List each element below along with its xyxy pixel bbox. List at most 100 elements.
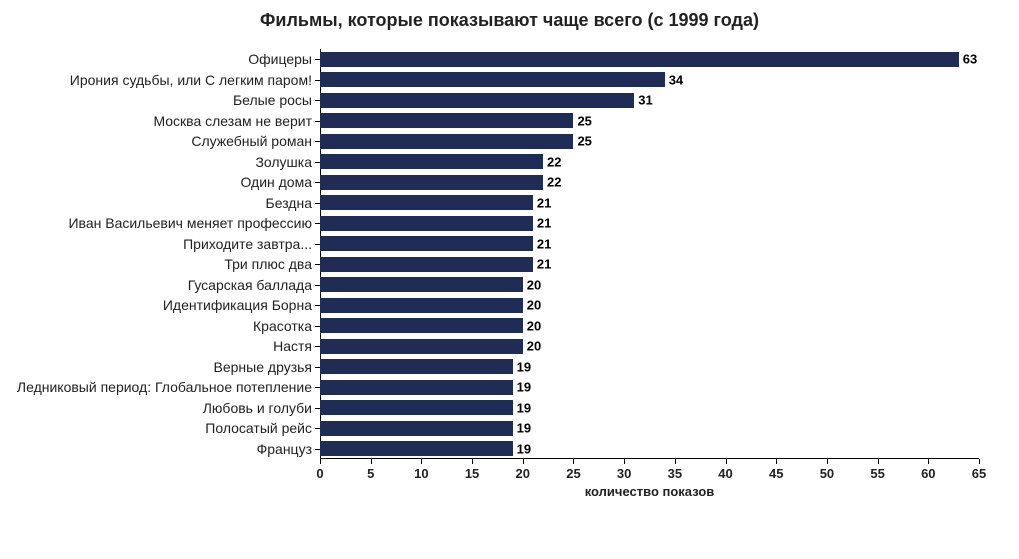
y-tick bbox=[315, 162, 320, 163]
plot-inner: Офицеры63Ирония судьбы, или С легким пар… bbox=[320, 49, 979, 459]
x-tick-label: 65 bbox=[972, 466, 986, 481]
x-tick bbox=[827, 459, 828, 464]
y-tick bbox=[315, 387, 320, 388]
bar-value-label: 21 bbox=[537, 236, 551, 251]
y-category-label: Белые росы bbox=[233, 92, 320, 108]
y-tick bbox=[315, 182, 320, 183]
bar-value-label: 19 bbox=[517, 380, 531, 395]
bar-value-label: 20 bbox=[527, 277, 541, 292]
bar bbox=[320, 277, 523, 292]
bar-value-label: 19 bbox=[517, 400, 531, 415]
x-tick bbox=[472, 459, 473, 464]
bar bbox=[320, 134, 573, 149]
x-tick bbox=[979, 459, 980, 464]
y-tick bbox=[315, 223, 320, 224]
bar bbox=[320, 441, 513, 456]
bar bbox=[320, 72, 665, 87]
bar-value-label: 22 bbox=[547, 175, 561, 190]
plot-area: Офицеры63Ирония судьбы, или С легким пар… bbox=[320, 49, 979, 489]
y-category-label: Гусарская баллада bbox=[188, 277, 320, 293]
bar bbox=[320, 113, 573, 128]
bar bbox=[320, 154, 543, 169]
y-tick bbox=[315, 326, 320, 327]
y-tick bbox=[315, 100, 320, 101]
x-tick bbox=[878, 459, 879, 464]
bar-value-label: 25 bbox=[577, 134, 591, 149]
bar-value-label: 22 bbox=[547, 154, 561, 169]
y-category-label: Приходите завтра... bbox=[183, 236, 320, 252]
bar bbox=[320, 339, 523, 354]
y-tick bbox=[315, 141, 320, 142]
x-tick-label: 45 bbox=[769, 466, 783, 481]
y-category-label: Полосатый рейс bbox=[205, 420, 320, 436]
y-axis-line bbox=[320, 49, 321, 459]
y-category-label: Красотка bbox=[253, 318, 320, 334]
x-tick-label: 15 bbox=[465, 466, 479, 481]
y-tick bbox=[315, 264, 320, 265]
bar bbox=[320, 359, 513, 374]
y-category-label: Ледниковый период: Глобальное потепление bbox=[17, 379, 320, 395]
bar-value-label: 20 bbox=[527, 298, 541, 313]
x-tick-label: 25 bbox=[566, 466, 580, 481]
y-tick bbox=[315, 346, 320, 347]
bar bbox=[320, 257, 533, 272]
x-tick bbox=[421, 459, 422, 464]
x-tick bbox=[928, 459, 929, 464]
x-tick-label: 35 bbox=[668, 466, 682, 481]
bar-value-label: 25 bbox=[577, 113, 591, 128]
bar-value-label: 21 bbox=[537, 195, 551, 210]
bar bbox=[320, 216, 533, 231]
y-category-label: Идентификация Борна bbox=[163, 297, 320, 313]
y-tick bbox=[315, 428, 320, 429]
y-category-label: Служебный роман bbox=[191, 133, 320, 149]
bar bbox=[320, 195, 533, 210]
y-category-label: Иван Васильевич меняет профессию bbox=[68, 215, 320, 231]
y-category-label: Один дома bbox=[240, 174, 320, 190]
bar bbox=[320, 93, 634, 108]
y-category-label: Офицеры bbox=[248, 51, 320, 67]
x-tick-label: 60 bbox=[921, 466, 935, 481]
x-axis-line bbox=[320, 458, 979, 459]
bar bbox=[320, 236, 533, 251]
x-tick bbox=[624, 459, 625, 464]
bar bbox=[320, 318, 523, 333]
y-tick bbox=[315, 305, 320, 306]
chart-container: Фильмы, которые показывают чаще всего (с… bbox=[0, 0, 1019, 559]
y-category-label: Ирония судьбы, или С легким паром! bbox=[70, 72, 320, 88]
x-tick bbox=[320, 459, 321, 464]
x-tick-label: 0 bbox=[316, 466, 323, 481]
bar-value-label: 21 bbox=[537, 257, 551, 272]
bar bbox=[320, 421, 513, 436]
chart-title: Фильмы, которые показывают чаще всего (с… bbox=[0, 10, 1019, 31]
bar bbox=[320, 175, 543, 190]
x-tick-label: 55 bbox=[870, 466, 884, 481]
x-tick bbox=[371, 459, 372, 464]
y-tick bbox=[315, 80, 320, 81]
x-tick bbox=[523, 459, 524, 464]
y-category-label: Верные друзья bbox=[214, 359, 320, 375]
y-tick bbox=[315, 59, 320, 60]
y-tick bbox=[315, 408, 320, 409]
bar-value-label: 19 bbox=[517, 359, 531, 374]
y-tick bbox=[315, 121, 320, 122]
bar-value-label: 20 bbox=[527, 318, 541, 333]
x-tick bbox=[776, 459, 777, 464]
bar bbox=[320, 400, 513, 415]
y-category-label: Француз bbox=[257, 441, 320, 457]
y-tick bbox=[315, 449, 320, 450]
y-category-label: Любовь и голуби bbox=[203, 400, 320, 416]
bar-value-label: 20 bbox=[527, 339, 541, 354]
x-tick-label: 5 bbox=[367, 466, 374, 481]
y-tick bbox=[315, 203, 320, 204]
x-tick bbox=[726, 459, 727, 464]
x-tick-label: 30 bbox=[617, 466, 631, 481]
y-category-label: Москва слезам не верит bbox=[153, 113, 320, 129]
bar bbox=[320, 380, 513, 395]
x-tick-label: 10 bbox=[414, 466, 428, 481]
x-tick bbox=[675, 459, 676, 464]
y-tick bbox=[315, 367, 320, 368]
bar-value-label: 63 bbox=[963, 52, 977, 67]
bar bbox=[320, 52, 959, 67]
y-tick bbox=[315, 285, 320, 286]
x-tick-label: 40 bbox=[718, 466, 732, 481]
